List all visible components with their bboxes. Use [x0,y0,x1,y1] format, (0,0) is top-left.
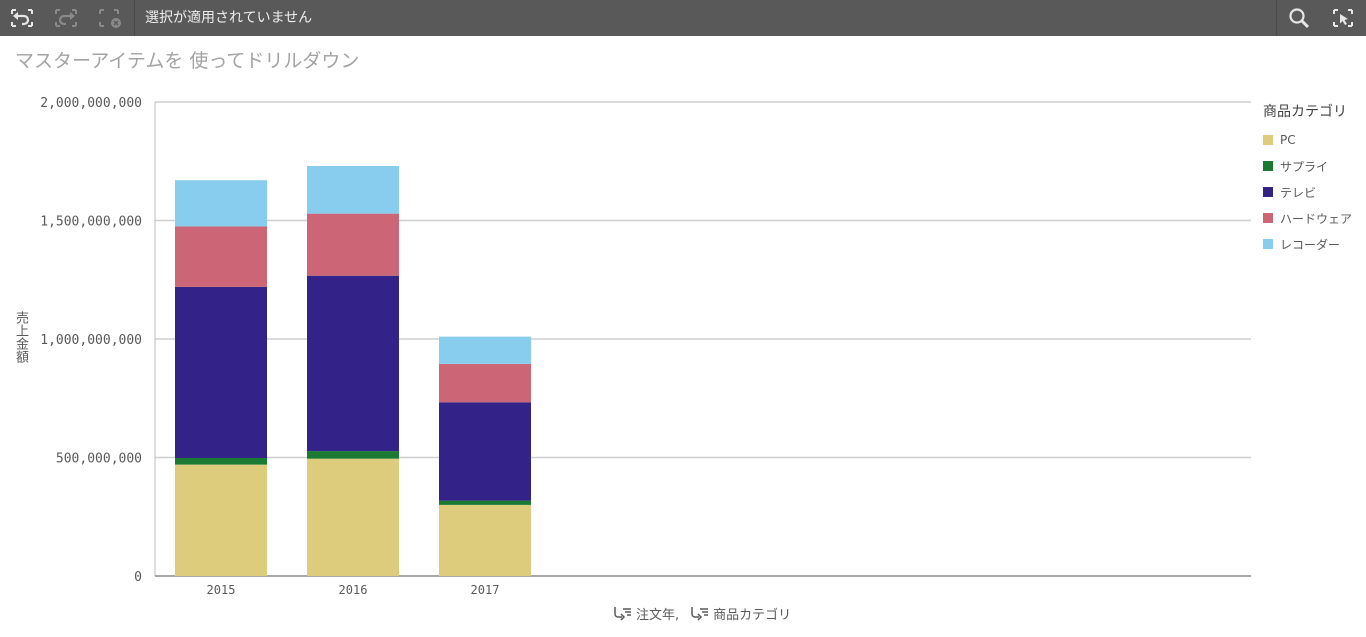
clear-selections-button[interactable] [88,0,132,36]
search-icon [1289,8,1310,29]
x-dimension-label-category[interactable]: 商品カテゴリ [713,608,792,623]
bar-segment[interactable] [175,464,267,576]
drill-down-icon [612,606,632,622]
selections-tool-button[interactable] [1321,0,1365,36]
bar-segment[interactable] [439,504,531,576]
bar-segment[interactable] [307,451,399,459]
toolbar-divider [1276,0,1277,36]
x-dimension-labels: 注文年, 商品カテゴリ [612,604,791,623]
legend-swatch [1263,213,1273,223]
bar-segment[interactable] [175,226,267,287]
legend-swatch [1263,135,1273,145]
clear-selections-icon [99,9,121,28]
legend-swatch [1263,161,1273,171]
drill-down-icon [689,606,709,622]
x-tick-label: 2016 [339,583,368,597]
sheet-title: マスターアイテムを 使ってドリルダウン [15,50,360,72]
y-tick-label: 1,500,000,000 [40,215,142,230]
toolbar-divider [134,0,135,36]
legend-item[interactable]: PC [1263,127,1363,153]
y-axis-title: 売上金額 [13,311,30,363]
legend-title: 商品カテゴリ [1263,104,1347,120]
bar-segment[interactable] [175,180,267,227]
legend-swatch [1263,187,1273,197]
legend-item[interactable]: ハードウェア [1263,205,1363,231]
y-axis-title-text: 売上金額 [13,311,28,363]
legend-item[interactable]: サプライ [1263,153,1363,179]
bar-segment[interactable] [307,213,399,276]
selections-tool-icon [1333,9,1353,27]
forward-step-icon [55,9,77,27]
legend-label: レコーダー [1280,237,1341,252]
toolbar: 選択が適用されていません [0,0,1366,36]
legend-item[interactable]: レコーダー [1263,231,1363,257]
bar-segment[interactable] [175,457,267,465]
search-button[interactable] [1277,0,1321,36]
bar-segment[interactable] [439,500,531,505]
legend: 商品カテゴリ PC サプライテレビハードウェア レコーダー [1263,101,1363,257]
bar-segment[interactable] [439,336,531,364]
x-tick-label: 2017 [471,583,500,597]
bar-segment[interactable] [307,165,399,214]
y-tick-label: 2,000,000,000 [40,96,142,111]
legend-label: ハードウェア [1280,211,1353,226]
forward-step-button[interactable] [44,0,88,36]
x-tick-label: 2015 [207,583,236,597]
y-tick-label: 0 [134,570,142,585]
legend-item[interactable]: テレビ [1263,179,1363,205]
x-dimension-label-year[interactable]: 注文年, [636,608,680,623]
back-step-button[interactable] [0,0,44,36]
legend-label: PC [1280,133,1296,147]
legend-label: サプライ [1280,159,1329,174]
y-tick-label: 500,000,000 [56,452,142,467]
selections-status-text: 選択が適用されていません [145,10,313,26]
back-step-icon [11,9,33,27]
y-tick-label: 1,000,000,000 [40,333,142,348]
bar-segment[interactable] [439,402,531,501]
legend-label: テレビ [1280,185,1317,200]
bar-segment[interactable] [439,363,531,403]
bar-segment[interactable] [175,286,267,458]
bar-segment[interactable] [307,275,399,452]
legend-swatch [1263,239,1273,249]
bar-segment[interactable] [307,458,399,576]
